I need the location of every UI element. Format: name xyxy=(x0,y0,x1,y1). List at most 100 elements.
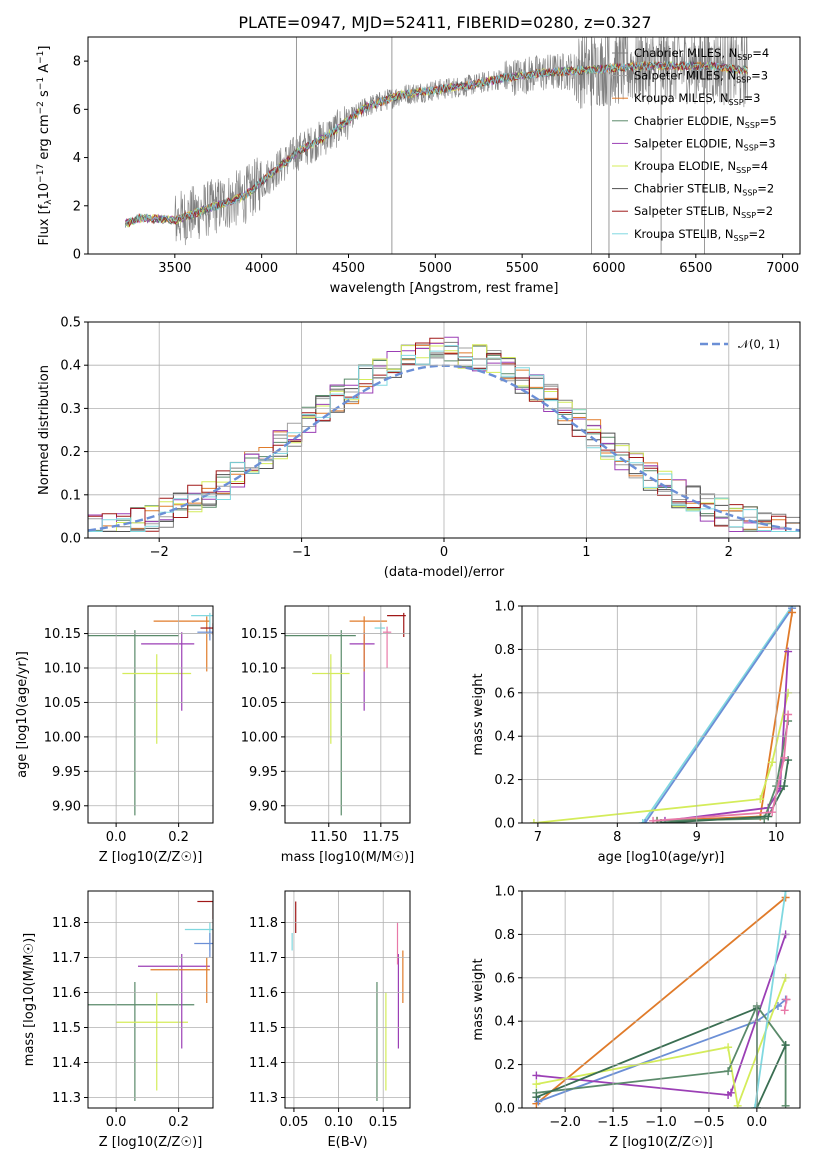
x-tick-label: 0.0 xyxy=(747,1115,768,1130)
y-tick-label: 11.3 xyxy=(52,1091,81,1106)
y-tick-label: 0.0 xyxy=(494,817,515,832)
x-tick-label: 0.0 xyxy=(106,830,127,845)
plot-area-weight-vs-Z xyxy=(532,891,791,1108)
axes-frame xyxy=(87,605,214,824)
plot-area-mass-vs-Z xyxy=(88,900,213,1101)
panel-mass-vs-Z: 0.0 0.2 11.3 11.4 11.5 11.6 11.7 11.8 Z [log10(Z… xyxy=(22,890,214,1150)
legend-entry: Salpeter MILES, NSSP=3 xyxy=(634,69,768,85)
axes-frame xyxy=(87,36,801,255)
model-spectrum xyxy=(124,60,749,227)
y-tick-label: 9.90 xyxy=(249,799,278,814)
x-tick-label: 0 xyxy=(440,545,448,560)
y-tick-label: 0.5 xyxy=(60,316,81,331)
y-tick-label: 11.3 xyxy=(249,1091,278,1106)
axes-frame xyxy=(284,890,411,1109)
y-tick-label: 11.5 xyxy=(52,1021,81,1036)
weight-marker xyxy=(784,647,793,656)
weight-marker xyxy=(724,1043,733,1052)
weight-series xyxy=(780,995,791,1015)
weight-marker xyxy=(768,758,777,767)
figure-title: PLATE=0947, MJD=52411, FIBERID=0280, z=0… xyxy=(238,13,651,32)
y-tick-label: 0 xyxy=(73,248,81,263)
y-tick-label: 9.90 xyxy=(52,799,81,814)
weight-line xyxy=(536,977,787,1108)
weight-marker xyxy=(724,1067,733,1076)
weight-marker xyxy=(649,816,658,823)
y-tick-label: 0.6 xyxy=(494,971,515,986)
x-tick-label: 2 xyxy=(725,545,733,560)
x-axis-label: (data-model)/error xyxy=(384,565,505,580)
axes-frame xyxy=(284,605,411,824)
data-point xyxy=(387,612,406,637)
x-tick-label: 0.10 xyxy=(324,1115,353,1130)
x-tick-label: 7000 xyxy=(766,261,799,276)
weight-marker xyxy=(781,891,790,895)
data-point xyxy=(138,954,210,1049)
y-tick-label: 0.8 xyxy=(494,643,515,658)
panel-age-vs-mass: 11.50 11.75 9.90 9.95 10.00 10.05 10.10 10.15 ma… xyxy=(241,605,414,865)
panel-age-vs-Z: 0.0 0.2 9.90 9.95 10.00 10.05 10.10 10.15 Z [log… xyxy=(15,605,214,865)
legend-entry: Kroupa STELIB, NSSP=2 xyxy=(634,227,765,243)
model-spectrum xyxy=(124,60,749,228)
weight-series xyxy=(529,688,793,823)
x-axis-label: wavelength [Angstrom, rest frame] xyxy=(330,281,559,296)
weight-marker xyxy=(733,1101,742,1108)
weight-marker xyxy=(532,1080,541,1089)
x-tick-label: 1 xyxy=(582,545,590,560)
data-point xyxy=(116,992,188,1091)
y-tick-label: 11.6 xyxy=(249,986,278,1001)
y-tick-label: 10.15 xyxy=(44,627,81,642)
x-axis-label: mass [log10(M/M☉)] xyxy=(281,850,414,865)
y-tick-label: 9.95 xyxy=(249,765,278,780)
x-tick-label: 8 xyxy=(613,830,621,845)
x-tick-label: 5500 xyxy=(506,261,539,276)
x-tick-label: 4500 xyxy=(332,261,365,276)
y-tick-label: 0.4 xyxy=(494,1015,515,1030)
plot-area-weight-vs-age xyxy=(529,606,797,823)
x-tick-label: −1.5 xyxy=(597,1115,629,1130)
y-tick-label: 11.4 xyxy=(249,1056,278,1071)
weight-line xyxy=(656,612,793,822)
weight-marker xyxy=(764,812,773,821)
axes-frame xyxy=(521,890,801,1109)
weight-marker xyxy=(529,819,538,823)
x-axis-label: Z [log10(Z/Z☉)] xyxy=(99,1135,203,1150)
y-tick-label: 0.0 xyxy=(60,532,81,547)
legend-entry: Salpeter ELODIE, NSSP=3 xyxy=(634,136,776,152)
y-tick-label: 0.1 xyxy=(60,488,81,503)
weight-marker xyxy=(781,1101,790,1108)
data-point xyxy=(184,922,213,951)
plot-area-age-vs-Z xyxy=(88,612,213,816)
legend-entry: Salpeter STELIB, NSSP=2 xyxy=(634,204,773,220)
x-tick-label: −1 xyxy=(292,545,311,560)
weight-marker xyxy=(768,808,777,817)
x-tick-label: 4000 xyxy=(245,261,278,276)
weight-marker xyxy=(784,710,793,719)
weight-line xyxy=(754,891,787,1108)
data-point xyxy=(200,623,213,635)
y-tick-label: 11.8 xyxy=(52,916,81,931)
y-tick-label: 6 xyxy=(73,103,81,118)
y-tick-label: 11.4 xyxy=(52,1056,81,1071)
data-point xyxy=(88,630,179,816)
y-tick-label: 11.8 xyxy=(249,916,278,931)
weight-marker xyxy=(788,608,797,617)
data-point xyxy=(150,957,210,1003)
y-tick-label: 11.7 xyxy=(249,951,278,966)
x-tick-label: 0.05 xyxy=(279,1115,308,1130)
data-point xyxy=(194,933,213,958)
y-axis-label: mass weight xyxy=(471,673,486,755)
data-point xyxy=(197,900,213,919)
x-tick-label: 11.50 xyxy=(310,830,347,845)
y-tick-label: 10.00 xyxy=(241,730,278,745)
y-tick-label: 11.5 xyxy=(249,1021,278,1036)
y-tick-label: 11.7 xyxy=(52,951,81,966)
plot-area-mass-vs-EBV xyxy=(291,901,404,1101)
x-tick-label: 0.15 xyxy=(369,1115,398,1130)
y-tick-label: 10.05 xyxy=(44,696,81,711)
x-tick-label: 6000 xyxy=(592,261,625,276)
y-tick-label: 0.4 xyxy=(494,730,515,745)
axes-frame xyxy=(87,890,214,1109)
y-tick-label: 10.00 xyxy=(44,730,81,745)
y-axis-label: Normed distribution xyxy=(37,365,52,495)
